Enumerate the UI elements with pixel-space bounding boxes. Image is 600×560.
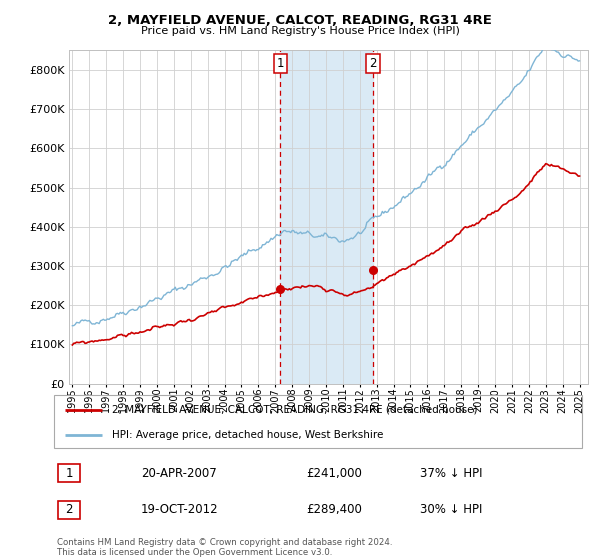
Text: HPI: Average price, detached house, West Berkshire: HPI: Average price, detached house, West… <box>112 430 383 440</box>
Text: 1: 1 <box>65 466 73 480</box>
Text: 2, MAYFIELD AVENUE, CALCOT, READING, RG31 4RE: 2, MAYFIELD AVENUE, CALCOT, READING, RG3… <box>108 14 492 27</box>
Bar <box>280 50 373 384</box>
Text: £241,000: £241,000 <box>306 466 362 480</box>
Text: Contains HM Land Registry data © Crown copyright and database right 2024.
This d: Contains HM Land Registry data © Crown c… <box>57 538 392 557</box>
Text: 2: 2 <box>370 57 377 70</box>
Text: £289,400: £289,400 <box>306 503 362 516</box>
Text: 30% ↓ HPI: 30% ↓ HPI <box>420 503 482 516</box>
Text: 19-OCT-2012: 19-OCT-2012 <box>141 503 218 516</box>
Text: 37% ↓ HPI: 37% ↓ HPI <box>420 466 482 480</box>
Text: Price paid vs. HM Land Registry's House Price Index (HPI): Price paid vs. HM Land Registry's House … <box>140 26 460 36</box>
Text: 20-APR-2007: 20-APR-2007 <box>141 466 217 480</box>
Text: 1: 1 <box>277 57 284 70</box>
Text: 2: 2 <box>65 503 73 516</box>
Text: 2, MAYFIELD AVENUE, CALCOT, READING, RG31 4RE (detached house): 2, MAYFIELD AVENUE, CALCOT, READING, RG3… <box>112 405 478 415</box>
